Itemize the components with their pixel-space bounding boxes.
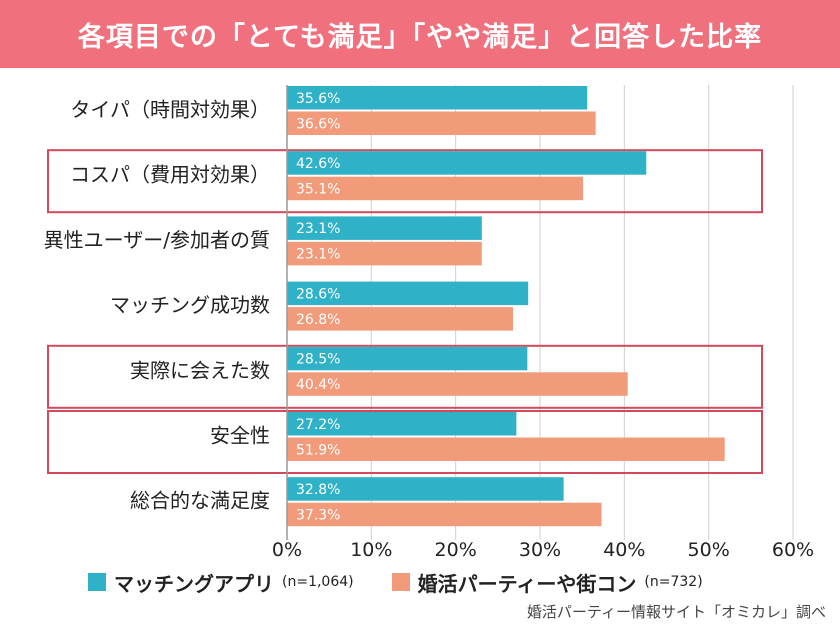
data-label: 51.9% bbox=[296, 442, 340, 458]
highlight-box bbox=[47, 410, 763, 474]
bar bbox=[287, 346, 528, 371]
bar bbox=[287, 437, 725, 461]
legend-label-app: マッチングアプリ bbox=[114, 571, 274, 596]
category-label: マッチング成功数 bbox=[110, 293, 270, 317]
bar bbox=[287, 151, 647, 175]
data-label: 27.2% bbox=[296, 417, 340, 433]
legend-swatch-party bbox=[391, 573, 410, 591]
bar bbox=[287, 477, 564, 501]
data-label: 28.5% bbox=[296, 352, 340, 368]
bar bbox=[287, 176, 584, 201]
bar bbox=[287, 216, 482, 240]
category-label: タイパ（時間対効果） bbox=[70, 98, 270, 122]
legend: マッチングアプリ (n=1,064) 婚活パーティーや街コン (n=732) bbox=[88, 568, 741, 596]
legend-n-app: (n=1,064) bbox=[282, 574, 354, 590]
chart-title: 各項目での「とても満足」「やや満足」と回答した比率 bbox=[0, 0, 840, 68]
bar bbox=[287, 372, 628, 396]
bar bbox=[287, 111, 596, 135]
data-label: 36.6% bbox=[296, 116, 340, 132]
highlight-box bbox=[47, 344, 763, 409]
category-label: 異性ユーザー/参加者の質 bbox=[44, 228, 270, 252]
category-label: コスパ（費用対効果） bbox=[70, 163, 270, 187]
bar bbox=[287, 502, 602, 527]
data-label: 40.4% bbox=[296, 377, 340, 393]
data-label: 26.8% bbox=[296, 312, 340, 328]
data-label: 23.1% bbox=[296, 247, 340, 263]
data-label: 23.1% bbox=[296, 221, 340, 237]
legend-label-party: 婚活パーティーや街コン bbox=[417, 571, 637, 596]
bar bbox=[287, 241, 482, 266]
highlight-box bbox=[47, 149, 763, 214]
data-label: 37.3% bbox=[296, 507, 340, 523]
bar bbox=[287, 307, 514, 331]
data-label: 42.6% bbox=[296, 156, 340, 172]
data-label: 32.8% bbox=[296, 482, 340, 498]
data-label: 35.6% bbox=[296, 91, 340, 107]
data-label: 35.1% bbox=[296, 181, 340, 197]
legend-swatch-app bbox=[88, 573, 106, 591]
tick-label: 10% bbox=[350, 539, 392, 561]
tick-label: 20% bbox=[435, 539, 477, 561]
bar bbox=[287, 281, 529, 306]
source-note: 婚活パーティー情報サイト「オミカレ」調べ bbox=[526, 603, 826, 621]
bar bbox=[287, 412, 517, 436]
tick-label: 50% bbox=[688, 539, 730, 561]
tick-label: 30% bbox=[519, 539, 561, 561]
tick-label: 60% bbox=[772, 539, 814, 561]
tick-label: 40% bbox=[603, 539, 645, 561]
tick-label: 0% bbox=[272, 539, 302, 561]
bar bbox=[287, 86, 588, 110]
category-label: 実際に会えた数 bbox=[130, 358, 270, 382]
category-label: 総合的な満足度 bbox=[130, 489, 270, 513]
category-label: 安全性 bbox=[210, 424, 270, 448]
legend-n-party: (n=732) bbox=[644, 574, 703, 590]
data-label: 28.6% bbox=[296, 286, 340, 302]
